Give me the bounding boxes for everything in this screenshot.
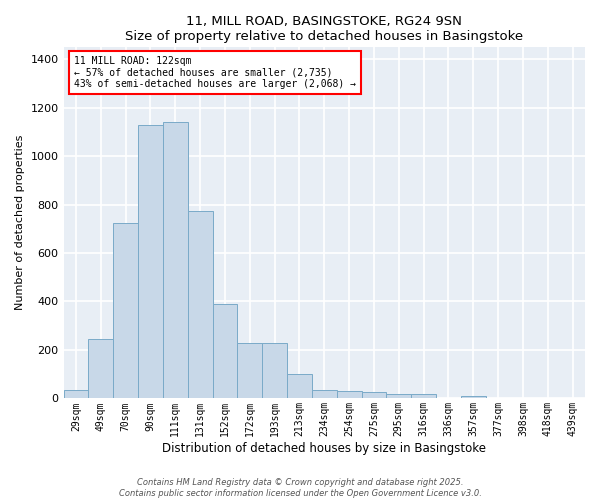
Bar xyxy=(238,342,262,398)
Text: Contains HM Land Registry data © Crown copyright and database right 2025.
Contai: Contains HM Land Registry data © Crown c… xyxy=(119,478,481,498)
Bar xyxy=(461,396,485,398)
Y-axis label: Number of detached properties: Number of detached properties xyxy=(15,135,25,310)
Bar xyxy=(312,390,337,398)
Bar xyxy=(386,394,411,398)
Bar xyxy=(411,394,436,398)
Bar xyxy=(287,374,312,398)
Bar xyxy=(337,391,362,398)
Bar xyxy=(362,392,386,398)
Title: 11, MILL ROAD, BASINGSTOKE, RG24 9SN
Size of property relative to detached house: 11, MILL ROAD, BASINGSTOKE, RG24 9SN Siz… xyxy=(125,15,523,43)
X-axis label: Distribution of detached houses by size in Basingstoke: Distribution of detached houses by size … xyxy=(162,442,486,455)
Bar xyxy=(212,304,238,398)
Bar xyxy=(188,210,212,398)
Bar xyxy=(88,339,113,398)
Bar xyxy=(64,390,88,398)
Text: 11 MILL ROAD: 122sqm
← 57% of detached houses are smaller (2,735)
43% of semi-de: 11 MILL ROAD: 122sqm ← 57% of detached h… xyxy=(74,56,356,89)
Bar xyxy=(113,222,138,398)
Bar xyxy=(262,342,287,398)
Bar xyxy=(138,124,163,398)
Bar xyxy=(163,122,188,398)
